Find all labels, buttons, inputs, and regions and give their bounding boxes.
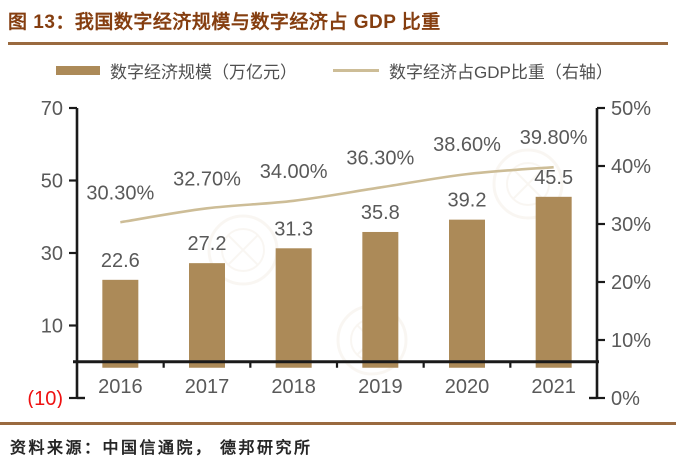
right-tick-label-0%: 0% (611, 388, 640, 408)
category-label-2019: 2019 (358, 376, 403, 398)
line-swatch-icon (333, 68, 379, 72)
title-divider (8, 42, 668, 45)
source-note: 资料来源：中国信通院， 德邦研究所 (10, 440, 313, 457)
figure-title: 图 13：我国数字经济规模与数字经济占 GDP 比重 (8, 12, 441, 33)
right-tick-label-40%: 40% (611, 156, 651, 178)
legend-item-gdp-share: 数字经济占GDP比重（右轴） (333, 58, 613, 83)
line-label-2020: 38.60% (433, 134, 501, 156)
left-tick-label-(10): (10) (27, 388, 63, 408)
left-tick-label-10: 10 (41, 316, 63, 338)
footer-divider (0, 422, 676, 425)
legend-item-scale: 数字经济规模（万亿元） (56, 58, 297, 83)
bar-2020 (449, 219, 485, 368)
bar-2021 (535, 196, 572, 368)
legend-label-scale: 数字经济规模（万亿元） (110, 62, 297, 82)
right-tick-label-10%: 10% (611, 330, 651, 352)
right-tick-label-20%: 20% (611, 272, 651, 294)
legend-label-gdp-share: 数字经济占GDP比重（右轴） (389, 62, 613, 82)
bar-label-2017: 27.2 (188, 233, 227, 255)
bar-2019 (362, 231, 399, 368)
left-tick-label-30: 30 (41, 243, 63, 265)
left-tick-label-70: 70 (41, 98, 63, 120)
chart-legend: 数字经济规模（万亿元） 数字经济占GDP比重（右轴） (56, 58, 676, 82)
bar-label-2020: 39.2 (448, 190, 487, 212)
line-label-2018: 34.00% (260, 161, 328, 183)
line-label-2019: 36.30% (346, 147, 414, 169)
gdp-share-line (120, 165, 554, 224)
left-tick-label-50: 50 (41, 171, 63, 193)
chart-area: 22.6 27.2 31.3 35.8 39.2 45.5 30.30% 32.70% 34.0… (0, 88, 676, 408)
category-label-2021: 2021 (531, 376, 576, 398)
line-label-2021: 39.80% (520, 127, 588, 149)
right-tick-label-50%: 50% (611, 98, 651, 120)
bar-2018 (275, 248, 312, 368)
right-tick-label-30%: 30% (611, 214, 651, 236)
bar-swatch-icon (56, 65, 100, 75)
bar-2017 (189, 263, 225, 368)
category-label-2020: 2020 (445, 376, 490, 398)
bar-label-2019: 35.8 (361, 202, 400, 224)
bar-label-2016: 22.6 (101, 250, 140, 272)
line-label-2016: 30.30% (86, 182, 154, 204)
combo-chart-canvas: 22.6 27.2 31.3 35.8 39.2 45.5 30.30% 32.70% 34.0… (27, 98, 651, 408)
category-label-2016: 2016 (98, 376, 143, 398)
watermark-seal-2 (492, 148, 564, 220)
bar-label-2018: 31.3 (274, 218, 313, 240)
category-label-2018: 2018 (271, 376, 316, 398)
bar-label-2021: 45.5 (534, 167, 573, 189)
line-label-2017: 32.70% (173, 168, 241, 190)
bar-2016 (102, 279, 139, 368)
category-label-2017: 2017 (185, 376, 230, 398)
